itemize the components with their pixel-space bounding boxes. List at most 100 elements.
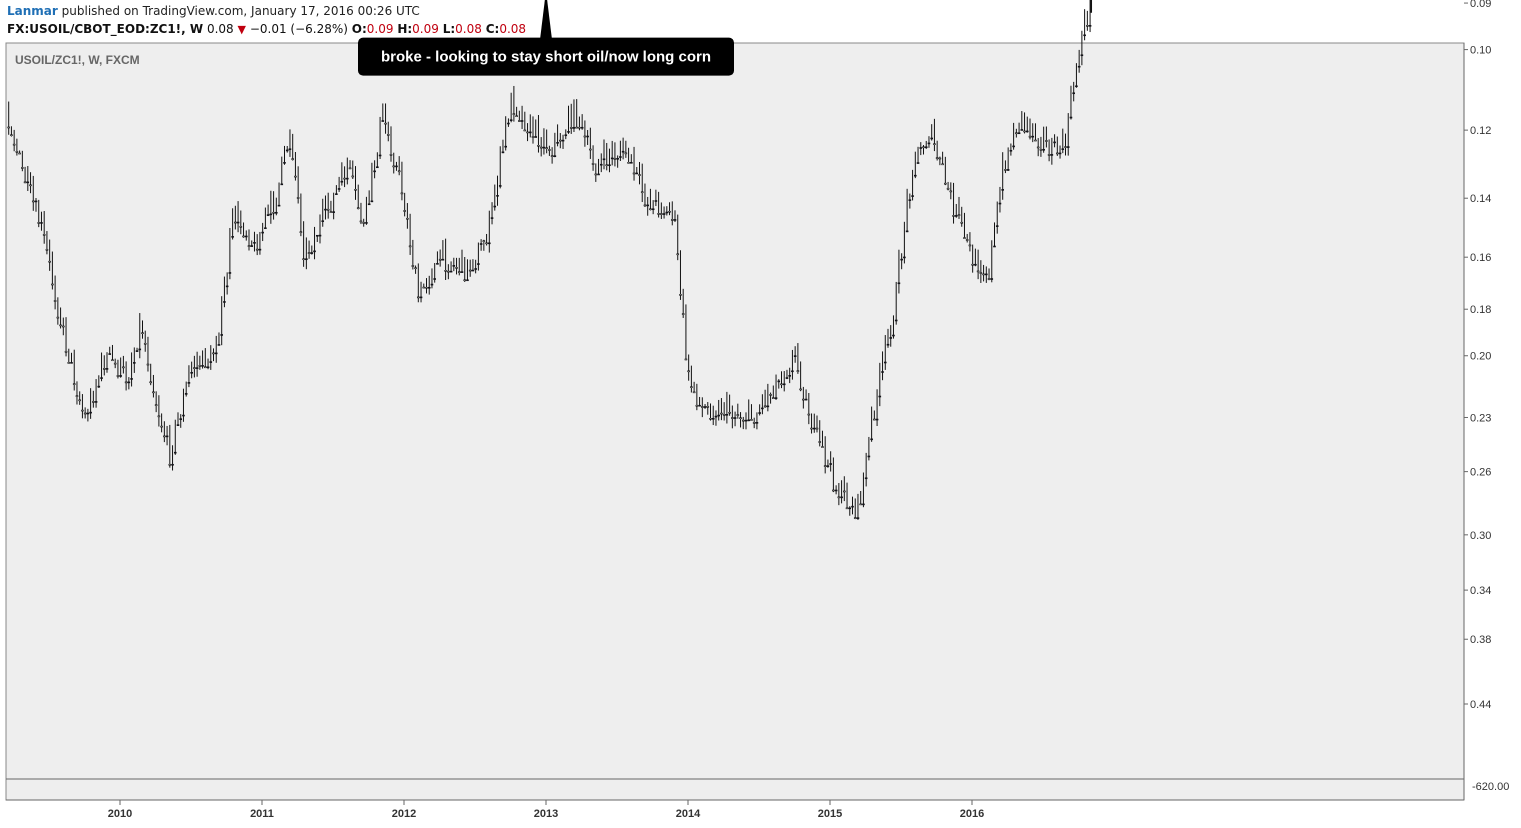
candle xyxy=(845,482,849,510)
candle xyxy=(376,152,379,169)
candle xyxy=(995,201,999,234)
candle xyxy=(711,405,715,426)
candle xyxy=(119,357,122,378)
candle xyxy=(56,297,60,325)
candle xyxy=(799,361,802,392)
candle xyxy=(507,118,510,127)
candle xyxy=(985,266,988,283)
candle xyxy=(10,126,13,137)
candle xyxy=(914,151,917,179)
candle xyxy=(512,85,516,122)
candle xyxy=(70,352,73,364)
candle xyxy=(1047,139,1051,162)
candle xyxy=(488,210,491,253)
candle xyxy=(433,263,436,283)
candle xyxy=(599,153,603,173)
candle xyxy=(744,412,748,430)
candle xyxy=(695,383,699,411)
candle xyxy=(288,129,292,157)
y-tick-label: 0.16 xyxy=(1470,252,1491,264)
candle xyxy=(706,402,710,415)
candle xyxy=(856,493,860,520)
candle xyxy=(957,196,961,219)
candle xyxy=(946,181,950,191)
candle xyxy=(239,210,243,235)
candle xyxy=(938,156,942,166)
y-tick-label: 0.20 xyxy=(1470,351,1491,363)
candle xyxy=(403,192,406,217)
open-value: 0.09 xyxy=(366,22,394,36)
candle xyxy=(810,413,813,434)
candle xyxy=(324,195,327,220)
candle xyxy=(616,155,619,168)
candle xyxy=(356,184,360,210)
candle xyxy=(944,156,947,186)
candle xyxy=(1039,136,1043,157)
author-link[interactable]: Lanmar xyxy=(7,4,58,18)
candle xyxy=(567,105,570,134)
candle xyxy=(728,394,731,416)
candle xyxy=(471,259,475,272)
candle xyxy=(619,140,622,161)
candle xyxy=(266,204,270,217)
candle xyxy=(930,124,933,141)
candle xyxy=(922,145,925,155)
candle xyxy=(154,391,158,413)
candle xyxy=(332,192,335,220)
candle xyxy=(526,123,529,142)
candle xyxy=(968,232,972,252)
candle xyxy=(796,343,800,374)
symbol-label: FX:USOIL/CBOT_EOD:ZC1!, W xyxy=(7,22,204,36)
candle xyxy=(960,206,964,227)
candle xyxy=(883,335,887,370)
candle xyxy=(815,415,819,433)
candle xyxy=(7,101,10,135)
candle xyxy=(971,244,974,273)
candle xyxy=(720,398,723,421)
candle xyxy=(692,381,696,394)
candle xyxy=(315,234,319,242)
candle xyxy=(965,233,969,243)
candle xyxy=(225,272,229,295)
candle xyxy=(900,253,903,270)
candle xyxy=(1015,128,1018,138)
candle xyxy=(750,404,753,421)
candle xyxy=(212,348,215,362)
publish-text: published on TradingView.com, January 17… xyxy=(61,4,420,18)
candle xyxy=(133,347,136,373)
candle xyxy=(261,222,264,242)
candle xyxy=(665,206,669,216)
candle xyxy=(72,349,76,391)
candle xyxy=(408,213,412,255)
candle xyxy=(501,139,505,154)
callout-box[interactable] xyxy=(358,37,734,76)
candle xyxy=(296,166,300,204)
candle xyxy=(113,358,117,369)
candle xyxy=(741,416,745,430)
candle xyxy=(365,196,368,225)
candle xyxy=(378,116,382,160)
candle xyxy=(392,152,396,174)
candle xyxy=(184,381,188,397)
candle xyxy=(359,202,363,225)
chart-title: USOIL/ZC1!, W, FXCM xyxy=(15,53,140,67)
candle xyxy=(624,140,628,158)
candle xyxy=(826,459,830,468)
candle xyxy=(441,240,445,261)
candle xyxy=(731,405,734,429)
candle xyxy=(463,257,467,282)
candle xyxy=(927,136,931,148)
candle xyxy=(591,145,595,171)
candle xyxy=(53,275,57,310)
candle xyxy=(305,237,308,270)
candle xyxy=(141,320,144,339)
candle xyxy=(864,452,868,487)
candle xyxy=(217,332,221,346)
callout-text: broke - looking to stay short oil/now lo… xyxy=(381,49,711,66)
candle xyxy=(452,257,456,272)
candle xyxy=(889,325,893,347)
candle xyxy=(206,358,210,370)
candle xyxy=(255,234,259,256)
candle xyxy=(769,392,772,404)
